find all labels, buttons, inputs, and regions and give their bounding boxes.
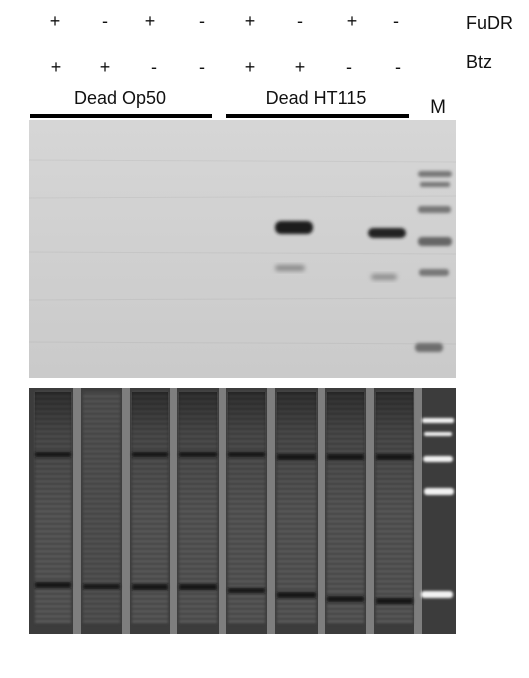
fudr-sign-5: + [244, 11, 256, 31]
group-label-op50: Dead Op50 [73, 88, 167, 108]
group-label-ht115: Dead HT115 [265, 88, 367, 108]
marker-label: M [430, 97, 446, 118]
group-bar-ht115 [226, 114, 409, 118]
gel-marker-ladder [421, 418, 454, 598]
western-blot [29, 120, 456, 378]
loading-control-gel [29, 388, 456, 634]
btz-label: Btz [466, 52, 493, 72]
fudr-sign-1: + [49, 11, 61, 31]
fudr-sign-3: + [144, 11, 156, 31]
btz-sign-6: + [294, 57, 306, 77]
marker-ladder [415, 171, 452, 352]
btz-sign-1: + [50, 57, 62, 77]
band-lane-7 [368, 228, 406, 238]
group-bar-op50 [30, 114, 212, 118]
btz-sign-5: + [244, 57, 256, 77]
fudr-label: FuDR [466, 13, 514, 33]
fudr-sign-6: - [297, 11, 303, 31]
faint-band-lane-7 [371, 274, 397, 280]
gel-lane-2 [83, 392, 120, 624]
fudr-sign-8: - [393, 11, 399, 31]
fudr-sign-2: - [102, 11, 108, 31]
faint-band-lane-5 [275, 265, 305, 271]
btz-sign-8: - [395, 57, 401, 77]
btz-sign-4: - [199, 57, 205, 77]
blot-background [29, 120, 456, 378]
btz-sign-2: + [99, 57, 111, 77]
btz-sign-7: - [346, 57, 352, 77]
band-lane-5 [275, 221, 313, 234]
fudr-sign-4: - [199, 11, 205, 31]
fudr-sign-7: + [346, 11, 358, 31]
btz-sign-3: - [151, 57, 157, 77]
